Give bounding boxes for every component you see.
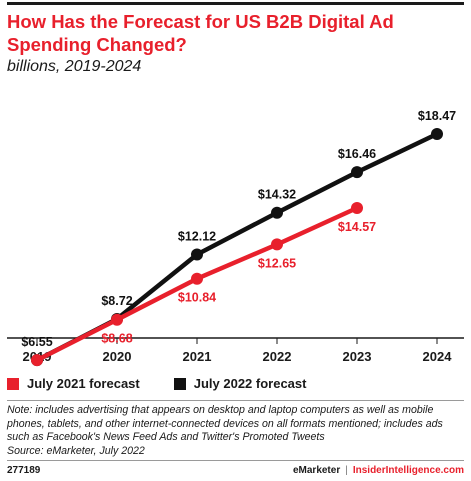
data-label-2021-2022: $12.65 [258,256,296,270]
data-point-2021-2022 [271,238,283,251]
data-label-2022-2022: $14.32 [258,188,296,202]
data-label-2021-2021: $10.84 [178,291,216,305]
legend: July 2021 forecast July 2022 forecast [7,376,340,391]
data-label-2022-2019: $6.55 [21,335,52,349]
data-label-2021-2023: $14.57 [338,220,376,234]
data-label-2022-2024: $18.47 [418,109,456,123]
brand-separator: | [345,465,348,476]
x-tick-label-2022: 2022 [263,349,292,364]
footer-divider [7,460,464,461]
chart-note: Note: includes advertising that appears … [7,404,467,458]
legend-swatch-2021 [7,377,19,390]
data-label-2022-2020: $8.72 [101,294,132,308]
data-point-2022-2022 [271,206,283,219]
legend-item-2021: July 2021 forecast [7,376,140,391]
x-tick-label-2023: 2023 [343,349,372,364]
x-tick-label-2021: 2021 [183,349,212,364]
data-point-2021-2020 [111,313,123,326]
data-label-2022-2023: $16.46 [338,147,376,161]
legend-item-2022: July 2022 forecast [173,376,307,391]
brand-emarketer: eMarketer [292,465,341,476]
data-point-2022-2021 [191,248,203,261]
brand-insider-intelligence[interactable]: InsiderIntelligence.com [352,465,464,476]
note-divider [7,400,464,401]
x-tick-label-2024: 2024 [423,349,453,364]
chart-title: How Has the Forecast for US B2B Digital … [7,11,394,55]
top-rule [7,2,464,5]
data-point-2021-2019 [31,354,43,367]
data-point-2022-2023 [351,166,363,179]
legend-swatch-2022 [173,377,186,390]
data-point-2021-2023 [351,201,363,214]
series-line-2022 [34,131,440,363]
chart-id: 277189 [7,465,41,476]
x-tick-label-2020: 2020 [103,349,132,364]
line-chart: 201920202021202220232024$6.55$8.68$10.84… [7,109,464,367]
data-label-2022-2021: $12.12 [178,229,216,243]
legend-label-2021: July 2021 forecast [27,376,140,391]
note-text: Note: includes advertising that appears … [7,404,443,443]
data-label-2021-2020: $8.68 [101,332,132,346]
footer-brand: eMarketer | InsiderIntelligence.com [293,465,464,476]
legend-label-2022: July 2022 forecast [193,376,307,391]
source-text: Source: eMarketer, July 2022 [7,444,145,457]
data-point-2021-2021 [191,272,203,285]
chart-subtitle: billions, 2019-2024 [7,58,142,75]
data-point-2022-2024 [431,128,443,141]
